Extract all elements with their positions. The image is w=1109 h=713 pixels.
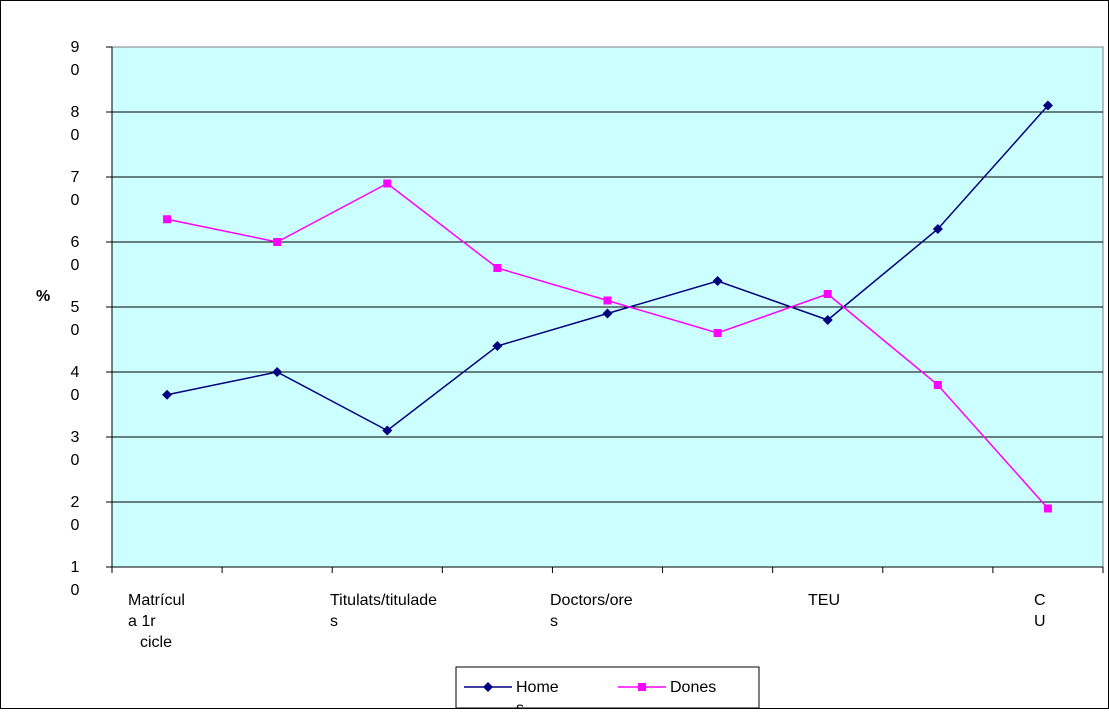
point-dones [603,296,612,305]
legend-label-homes: Homes [516,679,559,708]
x-tick-label: Titulats/titulade s [330,592,437,630]
point-dones [383,179,392,188]
legend-marker-dones [638,683,646,691]
y-axis-label: % [36,288,50,305]
point-homes [382,425,393,436]
point-homes [1042,100,1053,111]
x-tick-labels: Matrícul a 1r cicle Titulats/titulade s Docto… [128,592,1046,651]
axes [106,46,1104,573]
x-tick-label: Doctors/ore s [550,592,633,630]
x-tick-label: Matrícul a 1r cicle [128,592,185,651]
point-dones [933,381,942,389]
point-homes [492,341,503,351]
point-homes [602,308,613,319]
point-homes [162,389,173,400]
point-homes [272,367,283,377]
point-homes [822,315,833,325]
point-dones [273,238,282,246]
point-dones [1043,504,1052,513]
point-dones [823,290,832,298]
point-homes [932,224,943,234]
y-tick-labels: 9 0 8 0 7 0 6 0 5 0 4 0 3 0 2 0 1 0 [71,39,80,599]
legend-label-dones: Dones [670,679,716,696]
legend: Homes Dones [455,666,760,713]
point-homes [712,276,723,286]
x-tick-label: TEU [808,592,840,609]
legend-marker-homes [483,682,493,692]
series-group [162,100,1053,513]
point-dones [163,215,172,224]
point-dones [713,329,722,337]
point-dones [493,264,502,272]
